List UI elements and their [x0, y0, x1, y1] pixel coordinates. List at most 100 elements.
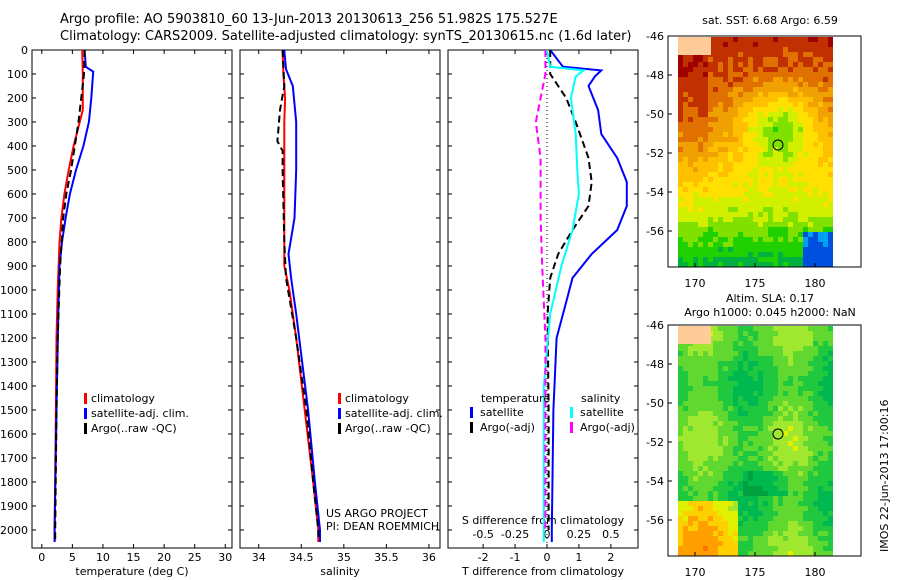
map-cell: [743, 247, 748, 252]
map-cell: [718, 117, 723, 122]
map-cell: [823, 461, 828, 466]
map-cell: [678, 132, 683, 137]
map-cell: [683, 536, 688, 541]
map-cell: [723, 421, 728, 426]
map-cell: [818, 92, 823, 97]
map-cell: [718, 526, 723, 531]
map-cell: [713, 37, 718, 42]
map-cell: [803, 351, 808, 356]
map-cell: [733, 436, 738, 441]
map-cell: [763, 252, 768, 257]
map-cell: [778, 351, 783, 356]
map-cell: [783, 531, 788, 536]
map-cell: [773, 481, 778, 486]
map-cell: [818, 531, 823, 536]
map-cell: [713, 386, 718, 391]
map-cell: [773, 446, 778, 451]
legend-swatch: [470, 422, 473, 433]
map-cell: [778, 82, 783, 87]
map-cell: [803, 521, 808, 526]
map-cell: [778, 217, 783, 222]
map-cell: [778, 401, 783, 406]
map-cell: [768, 551, 773, 556]
map-cell: [763, 446, 768, 451]
map-cell: [743, 237, 748, 242]
map-cell: [743, 546, 748, 551]
map-cell: [743, 67, 748, 72]
map-cell: [823, 456, 828, 461]
map-cell: [748, 227, 753, 232]
map-cell: [733, 117, 738, 122]
map-cell: [753, 451, 758, 456]
map-cell: [803, 112, 808, 117]
map-cell: [678, 197, 683, 202]
map-cell: [753, 376, 758, 381]
map-cell: [733, 466, 738, 471]
map-cell: [798, 396, 803, 401]
map-cell: [753, 167, 758, 172]
map-cell: [828, 386, 833, 391]
map-cell: [818, 461, 823, 466]
map-cell: [813, 526, 818, 531]
map-cell: [813, 451, 818, 456]
map-cell: [733, 142, 738, 147]
map-cell: [723, 167, 728, 172]
map-cell: [713, 356, 718, 361]
map-cell: [718, 541, 723, 546]
map-cell: [798, 476, 803, 481]
map-cell: [828, 326, 833, 331]
map-cell: [823, 147, 828, 152]
map-cell: [818, 331, 823, 336]
map-cell: [708, 62, 713, 67]
map-cell: [823, 102, 828, 107]
map-cell: [763, 207, 768, 212]
map-cell: [758, 501, 763, 506]
map-cell: [773, 67, 778, 72]
map-cell: [828, 152, 833, 157]
map-cell: [773, 227, 778, 232]
map-cell: [678, 381, 683, 386]
map-cell: [728, 247, 733, 252]
map-cell: [688, 361, 693, 366]
map-cell: [698, 187, 703, 192]
map-cell: [768, 57, 773, 62]
map-cell: [683, 486, 688, 491]
map-cell: [763, 182, 768, 187]
map-cell: [698, 351, 703, 356]
map-cell: [803, 247, 808, 252]
map-cell: [803, 466, 808, 471]
map-cell: [793, 466, 798, 471]
map-cell: [713, 551, 718, 556]
map-cell: [828, 336, 833, 341]
map-cell: [823, 536, 828, 541]
map-cell: [743, 496, 748, 501]
map-cell: [828, 252, 833, 257]
map-cell: [793, 112, 798, 117]
map-cell: [718, 376, 723, 381]
map-cell: [828, 257, 833, 262]
map-cell: [788, 52, 793, 57]
y-tick-label: 1400: [0, 380, 28, 393]
map-cell: [818, 551, 823, 556]
map-cell: [708, 137, 713, 142]
map-cell: [778, 187, 783, 192]
map-cell: [793, 536, 798, 541]
map-cell: [788, 102, 793, 107]
map-cell: [728, 361, 733, 366]
map-cell: [793, 172, 798, 177]
map-cell: [758, 52, 763, 57]
map-cell: [743, 356, 748, 361]
map-cell: [703, 127, 708, 132]
map-cell: [718, 187, 723, 192]
map-cell: [703, 72, 708, 77]
map-y-tick-label: -54: [646, 186, 664, 199]
map-cell: [828, 426, 833, 431]
map-cell: [753, 516, 758, 521]
map-cell: [808, 162, 813, 167]
legend-label: Argo(-adj): [580, 421, 635, 434]
map-cell: [763, 257, 768, 262]
map-cell: [778, 411, 783, 416]
map-cell: [743, 371, 748, 376]
map-cell: [703, 132, 708, 137]
map-cell: [718, 152, 723, 157]
